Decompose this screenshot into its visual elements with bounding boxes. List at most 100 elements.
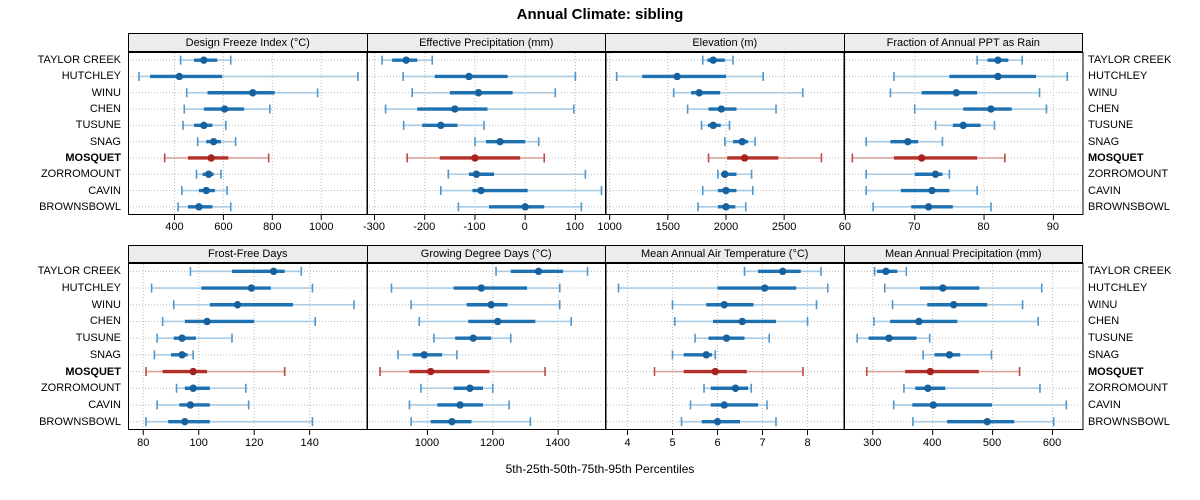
median-dot: [993, 56, 1002, 64]
panel-frost-free-days: [128, 263, 368, 435]
x-tick-label: 90: [1046, 221, 1059, 233]
panel-mean-annual-precipitation-mm-: [843, 263, 1083, 435]
x-tick-label: 1400: [545, 437, 570, 449]
site-label-right: MOSQUET: [1088, 151, 1144, 164]
median-dot: [738, 137, 746, 146]
median-dot: [175, 72, 184, 81]
site-label-left: WINU: [91, 298, 121, 311]
site-label-right: CHEN: [1088, 103, 1120, 116]
x-tick-label: 400: [923, 437, 942, 449]
site-label-left: ZORROMOUNT: [40, 168, 121, 181]
panel-design-freeze-index-c-: [128, 52, 368, 220]
median-dot: [477, 284, 485, 292]
median-dot: [220, 105, 229, 113]
median-dot: [721, 170, 729, 178]
site-label-left: SNAG: [89, 135, 121, 148]
median-dot: [486, 301, 495, 309]
x-tick-label: 2500: [771, 221, 797, 233]
panel-strip-title: Mean Annual Precipitation (mm): [843, 245, 1083, 263]
x-axis-labels: 4 5 6 7 8: [605, 437, 844, 451]
site-label-left: CHEN: [89, 103, 121, 116]
x-tick-label: 800: [263, 221, 282, 233]
median-dot: [929, 401, 937, 409]
median-dot: [740, 154, 749, 162]
site-label-right: WINU: [1088, 298, 1118, 311]
median-dot: [717, 105, 726, 113]
x-tick-label: -100: [463, 221, 486, 233]
median-dot: [722, 186, 730, 195]
median-dot: [722, 334, 731, 342]
x-axis-labels: 400 600 800 1000: [128, 221, 367, 235]
panel-strip-title: Elevation (m): [605, 33, 845, 52]
median-dot: [205, 170, 213, 178]
median-dot: [186, 401, 195, 409]
median-dot: [203, 317, 211, 326]
x-tick-label: 4: [624, 437, 631, 449]
site-label-left: TAYLOR CREEK: [37, 54, 121, 67]
median-dot: [269, 267, 278, 276]
site-label-left: CAVIN: [88, 184, 121, 197]
site-label-left: ZORROMOUNT: [40, 382, 121, 395]
median-dot: [959, 121, 967, 130]
x-tick-label: 100: [565, 221, 585, 233]
site-label-left: SNAG: [89, 348, 121, 361]
median-dot: [476, 186, 485, 195]
median-dot: [436, 121, 445, 130]
median-dot: [720, 401, 728, 409]
site-label-right: SNAG: [1088, 348, 1120, 361]
median-dot: [924, 203, 932, 211]
median-dot: [493, 317, 501, 326]
median-dot: [731, 384, 740, 392]
site-label-left: CHEN: [89, 315, 121, 328]
median-dot: [207, 154, 215, 162]
panel-strip-title: Effective Precipitation (mm): [366, 33, 606, 52]
median-dot: [209, 137, 218, 146]
median-dot: [738, 317, 746, 326]
chart-title: Annual Climate: sibling: [516, 6, 684, 23]
site-label-left: BROWNSBOWL: [39, 200, 121, 213]
panel-strip-title: Frost-Free Days: [128, 245, 368, 263]
site-label-right: CAVIN: [1088, 398, 1121, 411]
x-tick-label: 600: [1042, 437, 1062, 449]
median-dot: [914, 317, 923, 326]
x-tick-label: 80: [137, 437, 150, 449]
site-label-right: SNAG: [1088, 135, 1120, 148]
panel-strip-title: Fraction of Annual PPT as Rain: [843, 33, 1083, 52]
x-tick-label: 7: [759, 437, 766, 449]
x-tick-label: 140: [300, 437, 319, 449]
chart-caption: 5th-25th-50th-75th-95th Percentiles: [505, 462, 695, 476]
x-tick-label: 1500: [655, 221, 681, 233]
x-tick-label: 8: [804, 437, 811, 449]
site-label-left: CAVIN: [88, 398, 121, 411]
x-tick-label: 1000: [414, 437, 440, 449]
median-dot: [945, 351, 953, 359]
site-label-left: TUSUNE: [75, 119, 121, 132]
median-dot: [927, 186, 936, 195]
site-label-right: BROWNSBOWL: [1088, 415, 1170, 428]
median-dot: [983, 417, 991, 426]
median-dot: [993, 72, 1002, 81]
median-dot: [178, 351, 186, 359]
x-tick-label: 5: [669, 437, 676, 449]
site-label-right: HUTCHLEY: [1088, 282, 1148, 295]
site-label-right: HUTCHLEY: [1088, 70, 1148, 83]
median-dot: [761, 284, 769, 292]
x-tick-label: 0: [521, 221, 528, 233]
panel-mean-annual-air-temperature-c-: [605, 263, 845, 435]
x-axis-labels: 80 100 120 140: [128, 437, 367, 451]
site-label-left: HUTCHLEY: [61, 70, 121, 83]
median-dot: [189, 367, 197, 376]
x-tick-label: 600: [214, 221, 233, 233]
median-dot: [468, 334, 477, 342]
median-dot: [903, 137, 911, 146]
median-dot: [952, 89, 960, 97]
median-dot: [949, 301, 957, 309]
median-dot: [195, 203, 203, 211]
median-dot: [247, 284, 256, 292]
median-dot: [720, 301, 728, 309]
median-dot: [202, 186, 210, 195]
panel-growing-degree-days-c-: [366, 263, 606, 435]
median-dot: [189, 384, 197, 392]
x-tick-label: 6: [714, 437, 721, 449]
